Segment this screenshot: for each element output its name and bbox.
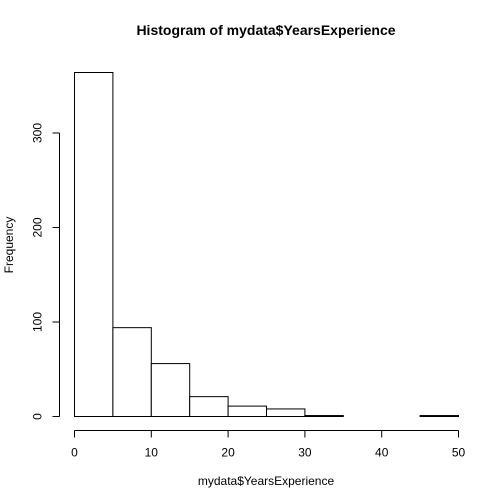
x-axis: 0 10 20 30 40 50 bbox=[71, 430, 466, 460]
histogram-bar-45-50 bbox=[419, 415, 460, 417]
histogram-bar-5-10 bbox=[112, 327, 152, 417]
x-tick-label: 40 bbox=[375, 446, 389, 460]
y-tick-label: 300 bbox=[31, 123, 45, 143]
chart-title: Histogram of mydata$YearsExperience bbox=[136, 22, 395, 38]
y-tick-label: 0 bbox=[31, 413, 45, 420]
y-axis: 0 100 200 300 bbox=[31, 123, 60, 420]
bars-group bbox=[74, 72, 460, 418]
x-tick-label: 0 bbox=[71, 446, 78, 460]
histogram-bar-10-15 bbox=[150, 363, 191, 418]
x-axis-label: mydata$YearsExperience bbox=[198, 474, 335, 488]
histogram-bar-15-20 bbox=[189, 396, 229, 417]
y-tick-label: 200 bbox=[31, 217, 45, 237]
x-tick-label: 30 bbox=[298, 446, 312, 460]
histogram-bar-25-30 bbox=[266, 408, 306, 418]
histogram-bar-20-25 bbox=[227, 405, 268, 418]
y-axis-label: Frequency bbox=[2, 217, 16, 274]
x-tick-label: 10 bbox=[145, 446, 159, 460]
x-tick-label: 50 bbox=[452, 446, 466, 460]
x-tick-label: 20 bbox=[221, 446, 235, 460]
histogram-bar-0-5 bbox=[74, 72, 114, 417]
histogram-bar-30-35 bbox=[304, 415, 344, 417]
y-tick-label: 100 bbox=[31, 312, 45, 332]
